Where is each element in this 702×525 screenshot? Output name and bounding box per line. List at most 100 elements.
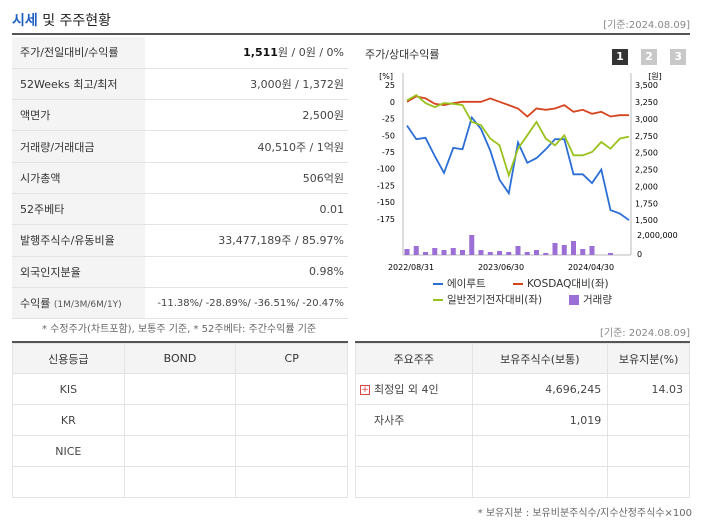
header-date: [기준:2024.08.09] xyxy=(603,20,690,31)
credit-bond xyxy=(123,404,237,436)
quote-table: 주가/전일대비/수익률 1,511원 / 0원 / 0% 52Weeks 최고/최저… xyxy=(12,37,348,320)
volume-bar xyxy=(506,252,512,255)
left-axis-tick: -150 xyxy=(377,198,395,207)
volume-bar xyxy=(423,252,428,255)
holder-row: + 최정입 외 4인 4,696,245 14.03 xyxy=(355,373,690,405)
quote-value: 1,511원 / 0원 / 0% xyxy=(145,37,348,69)
chart-page-1[interactable]: 1 xyxy=(612,49,628,65)
legend-item-company: 에이루트 xyxy=(433,276,486,291)
section-title: 시세 및 주주현황 xyxy=(12,10,111,30)
section-title-rest: 및 주주현황 xyxy=(37,13,112,29)
returns-row: 수익률 (1M/3M/6M/1Y) -11.38%/ -28.89%/ -36.5… xyxy=(12,287,348,320)
quote-value: 2,500원 xyxy=(145,99,348,132)
section-title-main: 시세 xyxy=(12,13,38,29)
legend-label-sector: 일반전기전자대비(좌) xyxy=(447,294,543,306)
quote-row: 주가/전일대비/수익률 1,511원 / 0원 / 0% xyxy=(12,37,348,69)
quote-value: 3,000원 / 1,372원 xyxy=(145,68,348,101)
quote-label: 거래량/거래대금 xyxy=(12,130,146,163)
right-axis-tick: 3,500 xyxy=(635,81,658,90)
series-line xyxy=(406,94,630,179)
volume-bar xyxy=(497,251,502,255)
quote-row: 외국인지분율 0.98% xyxy=(12,256,348,288)
left-axis-tick: -125 xyxy=(377,181,395,190)
left-axis-tick: -175 xyxy=(377,215,395,224)
credit-agency: KIS xyxy=(12,373,125,405)
right-axis-tick: 2,750 xyxy=(635,132,658,141)
legend-label-kosdaq: KOSDAQ대비(좌) xyxy=(527,278,609,290)
quote-label: 52주베타 xyxy=(12,193,146,226)
holder-row: 자사주 1,019 xyxy=(355,404,690,436)
quote-label: 시가총액 xyxy=(12,162,146,194)
legend-label-volume: 거래량 xyxy=(583,294,612,306)
quote-label: 액면가 xyxy=(12,99,146,132)
right-axis-tick: 1,500 xyxy=(635,216,658,225)
legend-label-company: 에이루트 xyxy=(447,278,486,290)
holder-pct xyxy=(607,404,690,436)
returns-label-cell: 수익률 (1M/3M/6M/1Y) xyxy=(12,287,146,320)
credit-row xyxy=(12,466,348,498)
volume-bar xyxy=(469,235,475,255)
credit-agency: KR xyxy=(12,404,125,436)
credit-cp xyxy=(235,435,348,467)
holder-row xyxy=(355,435,690,467)
volume-axis-tick: 2,000,000 xyxy=(637,231,678,240)
header-divider xyxy=(12,33,690,35)
holder-header-name: 주요주주 xyxy=(355,343,473,374)
credit-cp xyxy=(235,466,348,498)
quote-row: 52주베타 0.01 xyxy=(12,193,348,226)
volume-bar xyxy=(413,246,419,255)
right-axis-tick: 2,000 xyxy=(635,182,658,191)
left-axis-tick: -75 xyxy=(382,148,395,157)
credit-bond xyxy=(123,373,237,405)
holder-pct xyxy=(607,435,690,467)
holder-name xyxy=(355,435,473,467)
right-axis-tick: 2,250 xyxy=(635,166,658,175)
volume-bar xyxy=(460,250,465,255)
right-axis-unit: [원] xyxy=(648,72,662,81)
holder-row xyxy=(355,466,690,498)
volume-bar xyxy=(450,248,456,255)
returns-label-sub: (1M/3M/6M/1Y) xyxy=(53,300,122,311)
volume-bar xyxy=(561,245,567,255)
left-axis-tick: -100 xyxy=(377,165,395,174)
holder-name-cell: + 최정입 외 4인 xyxy=(355,373,473,405)
expand-plus-icon[interactable]: + xyxy=(360,385,370,395)
holder-table: 주요주주 보유주식수(보통) 보유지분(%) + 최정입 외 4인 4,696,2… xyxy=(355,343,690,498)
holder-pct: 14.03 xyxy=(607,373,690,405)
volume-axis-tick: 0 xyxy=(637,250,642,259)
quote-value: 40,510주 / 1억원 xyxy=(145,130,348,163)
right-axis-tick: 1,750 xyxy=(635,199,658,208)
volume-bar xyxy=(441,250,447,255)
chart-page-2[interactable]: 2 xyxy=(641,49,658,65)
volume-bar xyxy=(571,241,576,255)
series-line xyxy=(406,95,629,118)
quote-label: 외국인지분율 xyxy=(12,256,146,288)
volume-bar xyxy=(534,250,539,255)
holder-divider xyxy=(355,341,690,343)
right-axis-tick: 3,250 xyxy=(635,98,658,107)
quote-row: 52Weeks 최고/최저 3,000원 / 1,372원 xyxy=(12,68,348,101)
credit-table: 신용등급 BOND CP KIS KR NICE xyxy=(12,343,348,498)
chart-title: 주가/상대수익률 xyxy=(365,48,440,61)
returns-label: 수익률 xyxy=(20,297,51,311)
chart-pagination: 1 2 3 xyxy=(612,45,687,65)
legend-swatch-kosdaq xyxy=(513,283,523,285)
credit-bond xyxy=(123,466,237,498)
credit-header-grade: 신용등급 xyxy=(12,343,125,374)
holder-shares: 1,019 xyxy=(471,404,609,436)
holder-header-shares: 보유주식수(보통) xyxy=(471,343,609,374)
x-axis-tick: 2024/04/30 xyxy=(568,263,614,272)
quote-value: 506억원 xyxy=(145,162,348,194)
holder-shares xyxy=(471,435,609,467)
quote-row: 발행주식수/유동비율 33,477,189주 / 85.97% xyxy=(12,224,348,257)
holder-name[interactable]: 최정입 외 4인 xyxy=(374,383,439,396)
left-axis-unit: [%] xyxy=(379,72,393,81)
credit-divider xyxy=(12,341,348,343)
credit-agency xyxy=(12,466,125,498)
chart-page-3[interactable]: 3 xyxy=(670,49,687,65)
legend-item-volume: 거래량 xyxy=(569,292,612,307)
legend-swatch-company xyxy=(433,283,443,285)
right-axis-tick: 3,000 xyxy=(635,115,658,124)
volume-bar xyxy=(543,253,549,255)
holder-shares: 4,696,245 xyxy=(471,373,609,405)
